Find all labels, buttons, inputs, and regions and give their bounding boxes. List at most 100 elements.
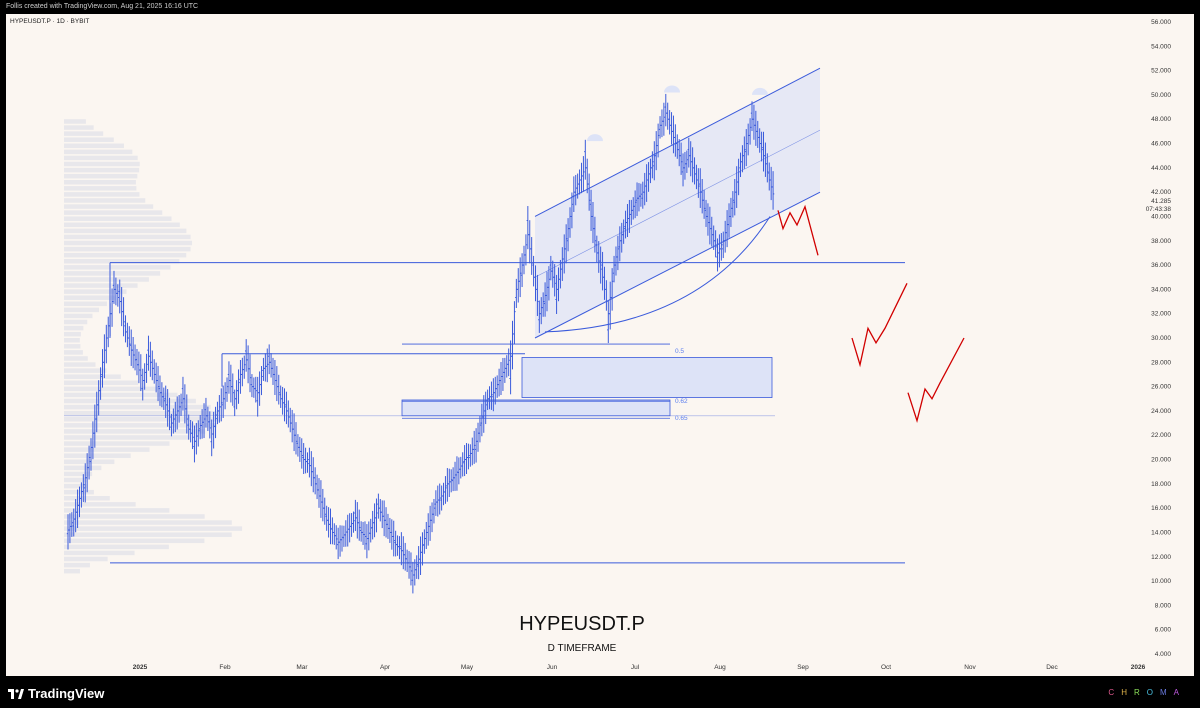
volume-bar	[64, 447, 150, 452]
projection-path	[777, 204, 819, 256]
x-tick-label: Jun	[547, 664, 558, 671]
chroma-letter: A	[1173, 688, 1186, 697]
top-arc	[664, 85, 680, 93]
volume-bar	[64, 526, 243, 531]
chroma-letter: R	[1133, 688, 1147, 697]
candles-layer[interactable]	[66, 93, 775, 594]
volume-profile	[64, 119, 243, 574]
y-tick-label: 20.000	[1151, 457, 1171, 464]
y-tick-label: 56.000	[1151, 19, 1171, 26]
volume-bar	[64, 192, 140, 197]
volume-bar	[64, 550, 135, 556]
volume-bar	[64, 429, 206, 434]
volume-bar	[64, 344, 81, 349]
volume-bar	[64, 453, 131, 458]
x-tick-label: Dec	[1046, 664, 1058, 671]
volume-bar	[64, 331, 81, 337]
x-tick-label: Mar	[296, 664, 308, 671]
projection-path	[907, 337, 965, 423]
volume-bar	[64, 471, 93, 477]
volume-bar	[64, 301, 107, 307]
y-tick-label: 46.000	[1151, 141, 1171, 148]
volume-bar	[64, 283, 138, 288]
y-tick-label: 8.000	[1155, 602, 1172, 609]
volume-bar	[64, 240, 193, 246]
volume-bar	[64, 398, 196, 404]
volume-bar	[64, 368, 107, 373]
channel-mid-line	[534, 129, 821, 278]
volume-bar	[64, 277, 149, 282]
y-tick-label: 24.000	[1151, 408, 1171, 415]
x-axis[interactable]: 2025 Feb Mar Apr May Jun Jul Aug Sep Oct Nov Dec 202…	[133, 664, 1146, 671]
chroma-letter: H	[1121, 688, 1134, 697]
y-tick-label: 22.000	[1151, 432, 1171, 439]
volume-bar	[64, 532, 232, 537]
chart-subtitle: D TIMEFRAME	[548, 643, 617, 654]
volume-bar	[64, 167, 140, 173]
volume-bar	[64, 180, 136, 185]
y-tick-label: 26.000	[1151, 384, 1171, 391]
y-tick-label: 14.000	[1151, 529, 1171, 536]
volume-bar	[64, 295, 117, 300]
chart-frame[interactable]	[6, 14, 1194, 676]
volume-bar	[64, 562, 90, 568]
y-tick-label: 52.000	[1151, 68, 1171, 75]
y-tick-label: 54.000	[1151, 43, 1171, 50]
volume-bar	[64, 404, 211, 410]
top-arc	[752, 87, 768, 95]
projection-layer	[777, 204, 965, 423]
volume-bar	[64, 271, 161, 276]
y-tick-label: 38.000	[1151, 238, 1171, 245]
volume-bar	[64, 228, 187, 234]
volume-bar	[64, 155, 138, 161]
volume-bar	[64, 356, 88, 361]
chroma-letter: C	[1108, 688, 1122, 697]
volume-bar	[64, 313, 93, 319]
volume-bar	[64, 325, 84, 331]
volume-bar	[64, 380, 139, 386]
y-tick-label: 4.000	[1155, 651, 1172, 658]
brand-label: TradingView	[28, 686, 105, 701]
volume-bar	[64, 538, 205, 544]
projection-path	[851, 283, 908, 368]
volume-bar	[64, 338, 80, 343]
y-tick-label: 40.000	[1151, 213, 1171, 220]
last-price-label: 41.285	[1151, 198, 1171, 205]
volume-bar	[64, 252, 187, 258]
x-tick-label: 2025	[133, 664, 148, 671]
x-tick-label: Apr	[380, 664, 391, 671]
volume-bar	[64, 477, 87, 483]
fib-label: 0.62	[675, 398, 688, 405]
volume-bar	[64, 489, 94, 495]
volume-bar	[64, 259, 180, 264]
volume-bar	[64, 386, 158, 392]
tradingview-logo[interactable]: TradingView	[8, 686, 104, 701]
volume-bar	[64, 210, 163, 215]
y-axis[interactable]: 56.000 54.000 52.000 50.000 48.000 46.000 44.0…	[1146, 19, 1172, 658]
y-tick-label: 42.000	[1151, 189, 1171, 196]
volume-bar	[64, 374, 121, 379]
volume-bar	[64, 234, 191, 240]
volume-bar	[64, 137, 114, 142]
volume-bar	[64, 556, 108, 562]
volume-bar	[64, 222, 180, 228]
y-tick-label: 32.000	[1151, 311, 1171, 318]
x-tick-label: 2026	[1131, 664, 1146, 671]
fib-zone	[401, 399, 671, 417]
symbol-line[interactable]: HYPEUSDT.P · 1D · BYBIT	[10, 18, 90, 25]
volume-bar	[64, 417, 222, 422]
x-tick-label: Jul	[631, 664, 640, 671]
y-tick-label: 34.000	[1151, 286, 1171, 293]
created-text: Follis created with TradingView.com, Aug…	[6, 3, 199, 10]
volume-bar	[64, 568, 80, 574]
volume-bar	[64, 508, 170, 513]
volume-bar	[64, 186, 137, 191]
volume-bar	[64, 423, 217, 428]
x-tick-label: Aug	[714, 664, 726, 671]
y-tick-label: 6.000	[1155, 627, 1172, 634]
volume-bar	[64, 216, 172, 221]
volume-bar	[64, 435, 189, 440]
volume-bar	[64, 198, 146, 203]
x-tick-label: May	[461, 664, 474, 671]
